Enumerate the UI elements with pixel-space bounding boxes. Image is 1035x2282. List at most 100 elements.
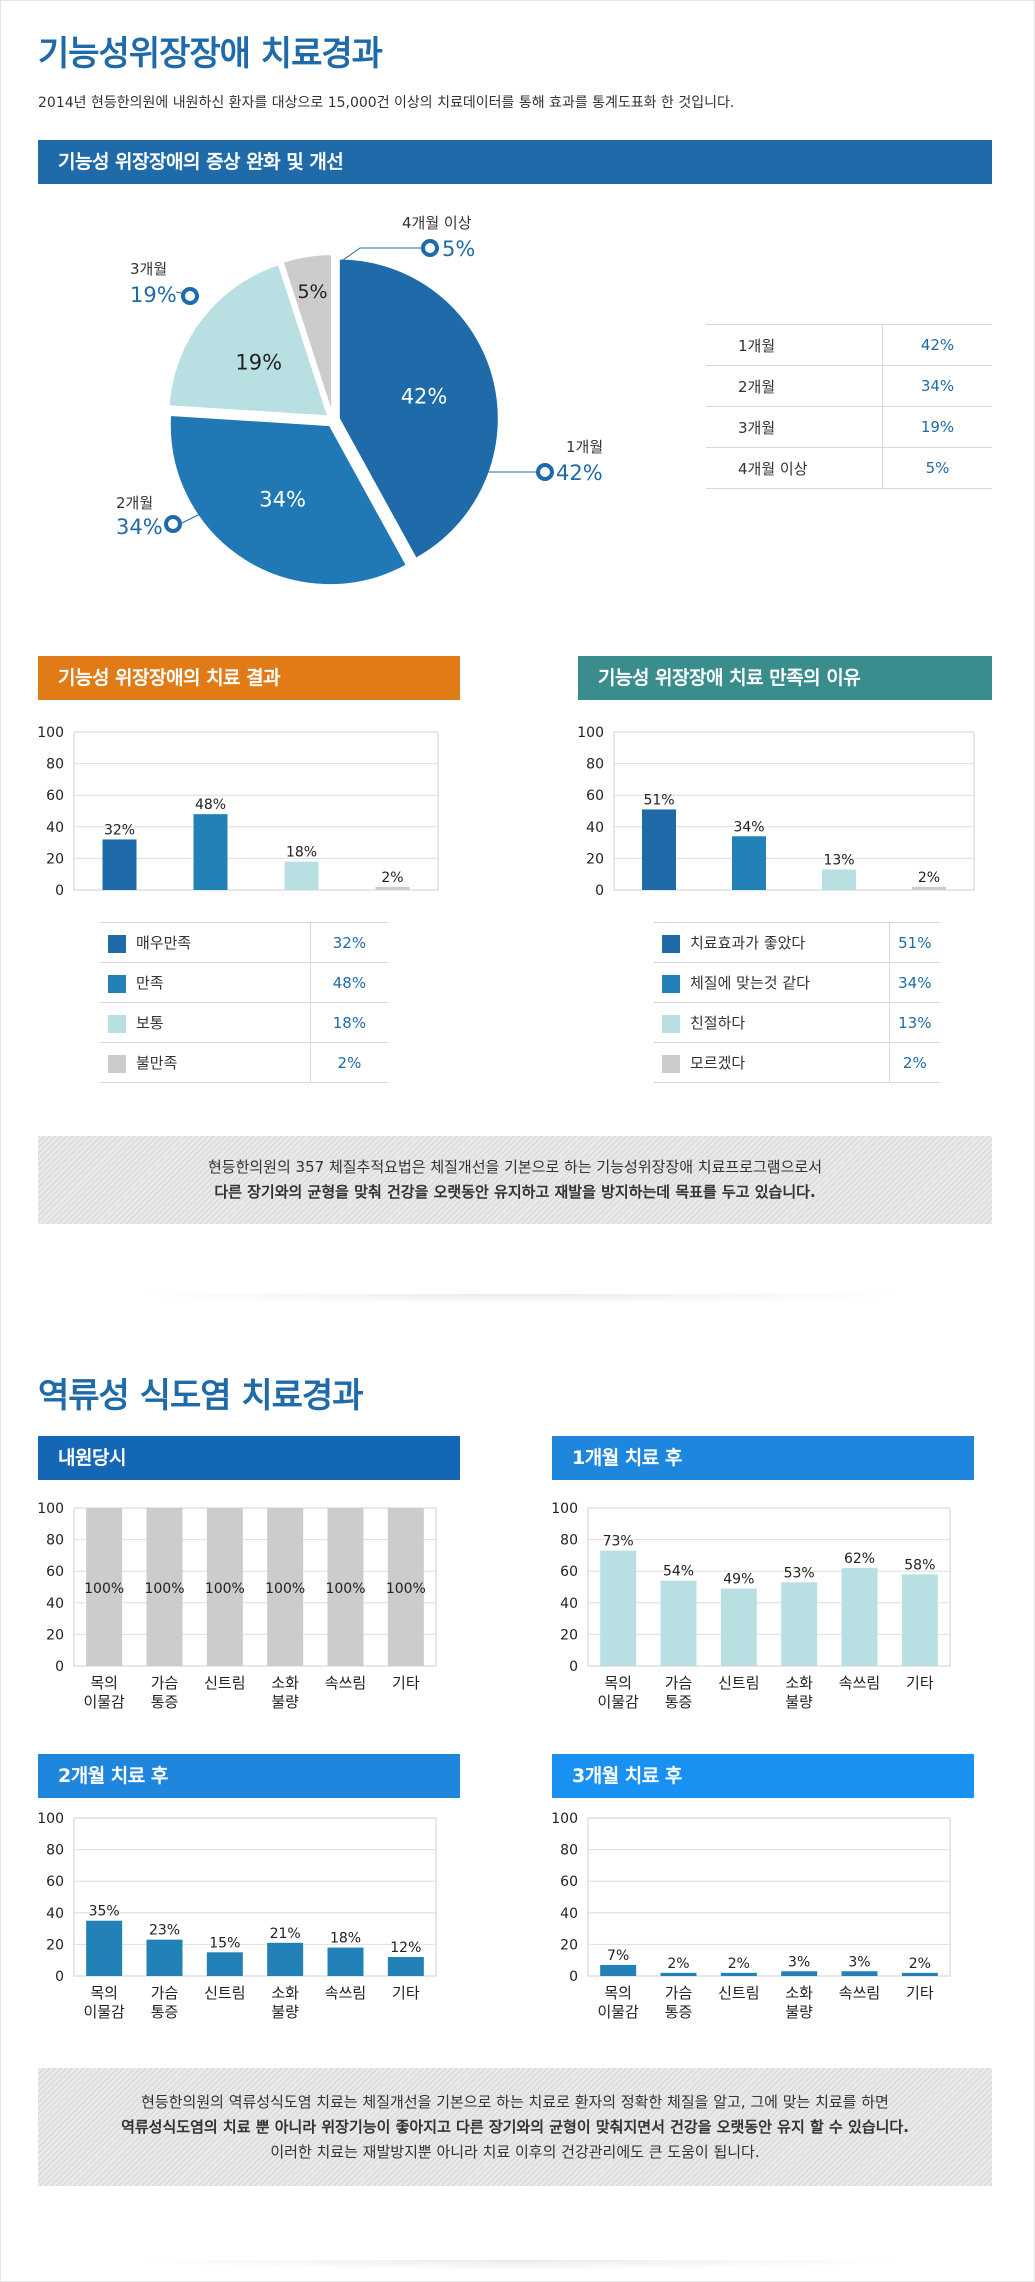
legend-label: 체질에 맞는것 같다 [690, 974, 810, 992]
bar [387, 1957, 424, 1976]
bar-value-label: 100% [386, 1581, 426, 1597]
section1-note-line1: 현등한의원의 357 체질추적요법은 체질개선을 기본으로 하는 기능성위장장애… [207, 1158, 822, 1176]
legend-swatch [662, 1054, 680, 1073]
x-tick-label: 속쓰림 [325, 1674, 366, 1692]
section2-note: 현등한의원의 역류성식도염 치료는 체질개선을 기본으로 하는 치료로 환자의 … [38, 2068, 992, 2186]
pie-callout-marker [164, 515, 182, 533]
treatment-legend-table: 매우만족 32% 만족 48% 보통 18% 불만족 2% [100, 922, 388, 1083]
pie-callout-value: 19% [130, 283, 177, 307]
bar-value-label: 34% [733, 819, 764, 835]
bar [375, 886, 410, 890]
bar [327, 1508, 364, 1666]
bar [642, 809, 676, 890]
y-tick-label: 80 [560, 1533, 578, 1549]
pie-chart: 42% 1개월 42% 34% 2개월 34% 19% 3개월 19% 5% 4개월 이상 5% [116, 214, 603, 587]
bar [102, 839, 137, 890]
section2-note-line1: 현등한의원의 역류성식도염 치료는 체질개선을 기본으로 하는 치료로 환자의 … [141, 2093, 889, 2111]
pie-slice-label: 42% [401, 385, 448, 409]
x-tick-label: 통증 [151, 2003, 179, 2021]
pie-slice [167, 262, 330, 418]
x-tick-label: 목의 [604, 1984, 632, 2002]
y-tick-label: 60 [46, 788, 64, 804]
y-tick-label: 60 [586, 788, 604, 804]
table-row: 치료효과가 좋았다 51% [654, 922, 940, 963]
bar [912, 886, 946, 890]
table-row: 친절하다 13% [654, 1002, 940, 1043]
pie-callout-marker [181, 287, 199, 305]
y-tick-label: 80 [560, 1843, 578, 1859]
bar-value-label: 3% [848, 1954, 870, 1970]
bar-value-label: 2% [667, 1956, 689, 1972]
bar-value-label: 18% [330, 1931, 361, 1947]
section1-note-line2: 다른 장기와의 균형을 맞춰 건강을 오랫동안 유지하고 재발을 방지하는데 목… [214, 1183, 816, 1201]
x-tick-label: 신트림 [204, 1984, 245, 2002]
y-tick-label: 40 [46, 820, 64, 836]
bar-value-label: 12% [390, 1940, 421, 1956]
legend-label: 매우만족 [136, 934, 192, 952]
y-tick-label: 80 [46, 1843, 64, 1859]
y-tick-label: 60 [560, 1874, 578, 1890]
table-row: 3개월 19% [706, 406, 992, 448]
bar-value-label: 35% [89, 1904, 120, 1920]
bar-value-label: 3% [788, 1954, 810, 1970]
x-tick-label: 이물감 [83, 2003, 125, 2021]
bar [720, 1972, 757, 1976]
y-tick-label: 0 [55, 1659, 64, 1675]
pie-table-value: 34% [882, 365, 992, 407]
y-tick-label: 60 [46, 1564, 64, 1580]
pie-table-value: 5% [882, 447, 992, 489]
y-tick-label: 100 [577, 725, 604, 741]
x-tick-label: 이물감 [597, 1693, 639, 1711]
panel-title-visit: 내원당시 [38, 1436, 460, 1480]
treatment-result-chart: 0 20 40 60 80 100 32% 48% 18% 2% [37, 725, 439, 899]
section2-title: 역류성 식도염 치료경과 [38, 1376, 363, 1416]
bar [206, 1952, 243, 1976]
bar [86, 1508, 123, 1666]
x-tick-label: 소화 [271, 1984, 299, 2002]
pie-slice-label: 5% [297, 281, 327, 303]
y-tick-label: 80 [46, 757, 64, 773]
y-tick-label: 40 [560, 1596, 578, 1612]
bar [284, 861, 319, 890]
legend-value: 18% [309, 1002, 388, 1043]
pie-callout-line [454, 464, 540, 473]
x-tick-label: 이물감 [597, 2003, 639, 2021]
legend-value: 2% [888, 1042, 940, 1083]
bar [387, 1508, 424, 1666]
pie-callout-name: 2개월 [116, 494, 153, 512]
y-tick-label: 100 [37, 725, 64, 741]
x-tick-label: 속쓰림 [839, 1674, 880, 1692]
bar [600, 1550, 637, 1666]
y-tick-label: 40 [46, 1906, 64, 1922]
pie-callout-value: 5% [442, 237, 475, 261]
y-tick-label: 100 [551, 1501, 578, 1517]
bar-value-label: 18% [286, 845, 317, 861]
x-tick-label: 속쓰림 [839, 1984, 880, 2002]
bar [146, 1508, 183, 1666]
section1-intro: 2014년 현등한의원에 내원하신 환자를 대상으로 15,000건 이상의 치… [38, 95, 735, 111]
table-row: 체질에 맞는것 같다 34% [654, 962, 940, 1003]
table-row: 보통 18% [100, 1002, 388, 1043]
section-divider [120, 2260, 920, 2270]
legend-swatch [662, 934, 680, 953]
x-tick-label: 목의 [90, 1984, 118, 2002]
pie-slice [281, 253, 334, 415]
legend-value: 32% [309, 922, 388, 963]
x-tick-label: 통증 [665, 2003, 693, 2021]
plot-area [73, 1817, 437, 1977]
x-tick-label: 신트림 [718, 1984, 759, 2002]
legend-swatch [108, 1054, 126, 1073]
y-tick-label: 20 [46, 1627, 64, 1643]
legend-swatch [108, 934, 126, 953]
bar-value-label: 100% [205, 1581, 245, 1597]
bar [86, 1920, 123, 1976]
pie-table-label: 4개월 이상 [706, 447, 883, 489]
x-tick-label: 가슴 [151, 1674, 179, 1692]
y-tick-label: 0 [569, 1969, 578, 1985]
bar [841, 1971, 878, 1976]
y-tick-label: 20 [560, 1627, 578, 1643]
legend-swatch [108, 974, 126, 993]
